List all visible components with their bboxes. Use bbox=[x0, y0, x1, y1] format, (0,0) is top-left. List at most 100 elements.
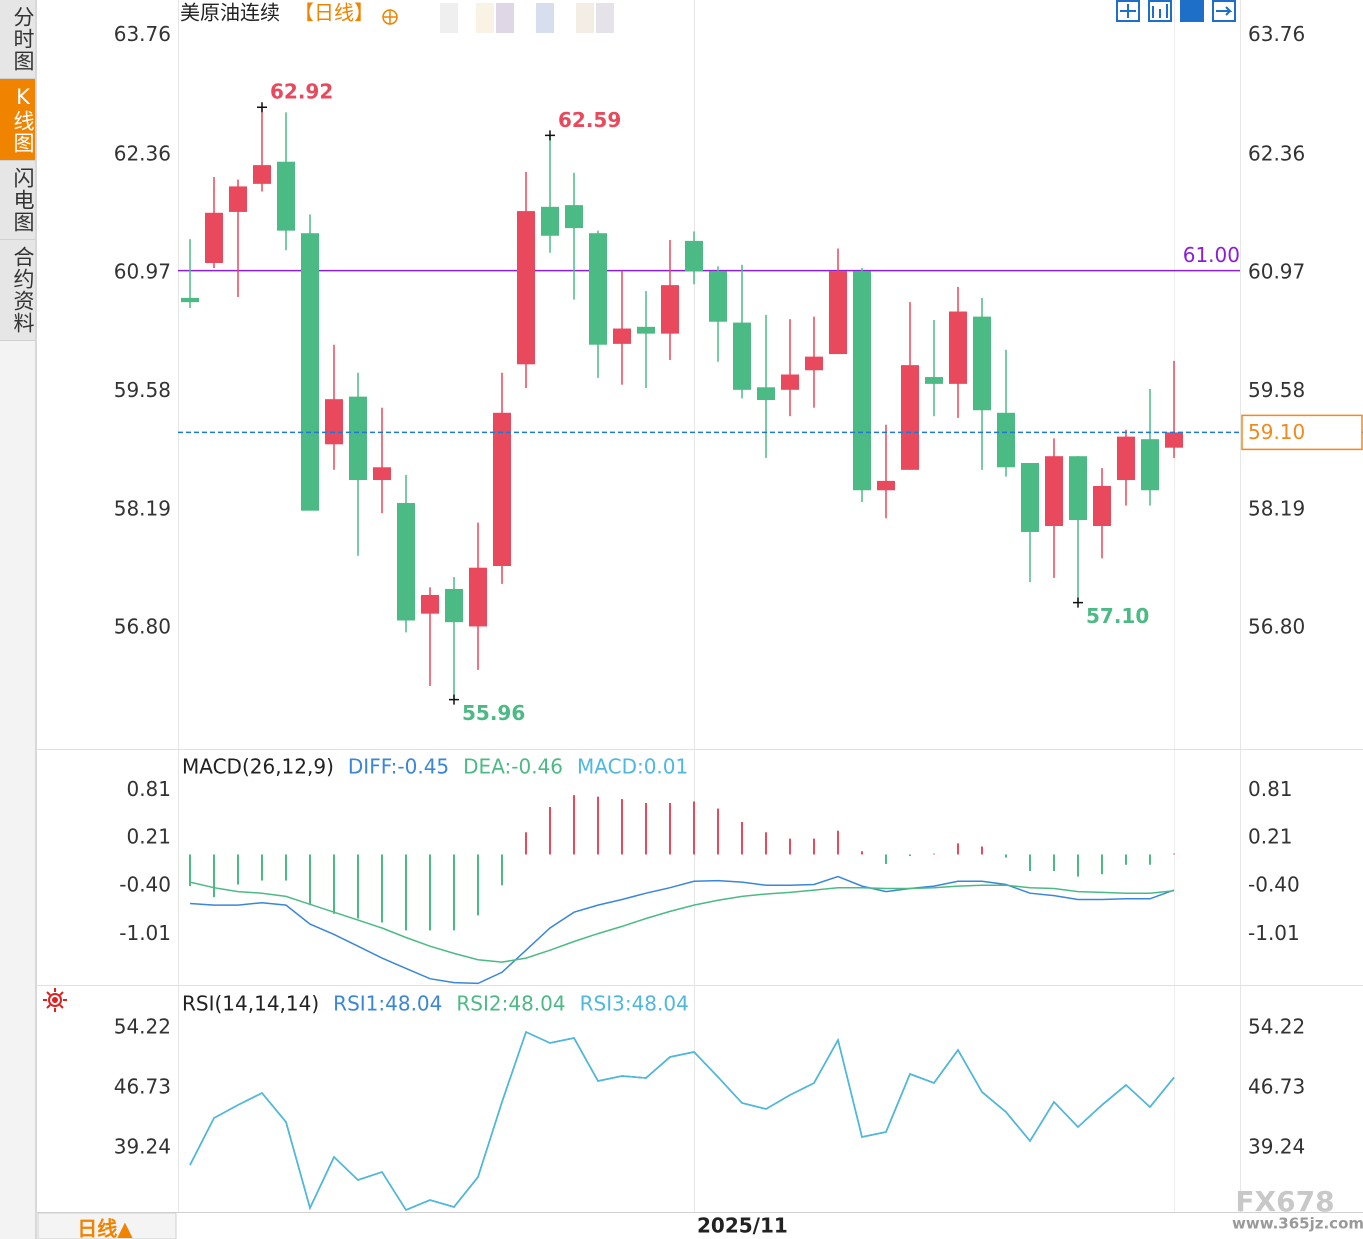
annotation-marker bbox=[545, 130, 555, 141]
candle-body bbox=[181, 297, 199, 303]
sidebar-tab[interactable]: 分时图 bbox=[0, 0, 35, 79]
reference-line-label: 61.00 bbox=[1183, 243, 1240, 267]
y2-tick-label: 39.24 bbox=[1248, 1134, 1305, 1158]
candle-body bbox=[853, 271, 871, 491]
candle-body bbox=[589, 233, 607, 345]
y2-tick-label: 62.36 bbox=[1248, 141, 1305, 165]
candle-body bbox=[253, 165, 271, 184]
candle-body bbox=[541, 206, 559, 236]
candle-body bbox=[997, 412, 1015, 468]
annotation-label: 57.10 bbox=[1086, 604, 1149, 628]
candle-body bbox=[1021, 463, 1039, 532]
annotation-marker bbox=[257, 102, 267, 113]
last-price-box bbox=[1241, 414, 1363, 451]
candle-body bbox=[733, 322, 751, 390]
y-tick-label: -0.40 bbox=[119, 873, 171, 897]
legend-entry: 【日线】 bbox=[294, 1, 374, 25]
sidebar-tab[interactable]: 合约资料 bbox=[0, 240, 35, 341]
legend-entry: MACD(26,12,9) bbox=[182, 755, 334, 779]
candle-body bbox=[205, 212, 223, 264]
candle-body bbox=[445, 588, 463, 623]
annotation-label: 62.59 bbox=[558, 108, 621, 132]
favorite-icon bbox=[383, 10, 397, 24]
annotation-label: 62.92 bbox=[270, 80, 333, 104]
candle-body bbox=[685, 240, 703, 272]
y-tick-label: 62.36 bbox=[114, 141, 171, 165]
annotation-marker bbox=[449, 694, 459, 705]
last-price-label: 59.10 bbox=[1248, 420, 1305, 444]
candle-body bbox=[805, 356, 823, 371]
legend-entry: RSI3:48.04 bbox=[580, 992, 689, 1016]
candle-body bbox=[829, 271, 847, 355]
y-tick-label: 60.97 bbox=[114, 260, 171, 284]
watermark-brand: FX678 bbox=[1235, 1185, 1334, 1218]
x-tick-label: 2025/11 bbox=[697, 1214, 788, 1238]
candle-body bbox=[421, 594, 439, 614]
candle-body bbox=[1117, 436, 1135, 481]
legend-entry: 美原油连续 bbox=[180, 1, 280, 25]
y-tick-label: 0.81 bbox=[126, 777, 171, 801]
candle-body bbox=[901, 365, 919, 470]
legend-entry: RSI1:48.04 bbox=[333, 992, 442, 1016]
candle-body bbox=[925, 377, 943, 384]
y-tick-label: 58.19 bbox=[114, 496, 171, 520]
y-tick-label: 59.58 bbox=[114, 378, 171, 402]
y-tick-label: 39.24 bbox=[114, 1134, 171, 1158]
blurred-icons bbox=[440, 3, 614, 33]
y2-tick-label: -0.40 bbox=[1248, 873, 1300, 897]
toolbar[interactable] bbox=[1116, 0, 1236, 22]
y-tick-label: 54.22 bbox=[114, 1014, 171, 1038]
candle-body bbox=[229, 186, 247, 212]
candle-body bbox=[709, 271, 727, 322]
candle-body bbox=[781, 374, 799, 390]
y-tick-label: -1.01 bbox=[119, 921, 171, 945]
y2-tick-label: -1.01 bbox=[1248, 921, 1300, 945]
candle-body bbox=[493, 412, 511, 567]
series-line bbox=[189, 875, 1175, 985]
y2-tick-label: 46.73 bbox=[1248, 1074, 1305, 1098]
series-line bbox=[189, 881, 1175, 963]
candle-body bbox=[349, 396, 367, 481]
candle-body bbox=[1069, 456, 1087, 521]
candle-body bbox=[877, 480, 895, 491]
legend-entry: DIFF:-0.45 bbox=[348, 755, 449, 779]
candle-body bbox=[973, 316, 991, 411]
y2-tick-label: 0.21 bbox=[1248, 824, 1293, 848]
legend-entry: MACD:0.01 bbox=[577, 755, 688, 779]
y-tick-label: 46.73 bbox=[114, 1074, 171, 1098]
annotation-marker bbox=[1073, 597, 1083, 608]
series-line bbox=[189, 1030, 1175, 1211]
period-button[interactable] bbox=[37, 1212, 177, 1239]
indicator-icon[interactable] bbox=[43, 988, 67, 1012]
candle-body bbox=[301, 233, 319, 511]
candle-body bbox=[1141, 439, 1159, 491]
sidebar-tab[interactable]: K线图 bbox=[0, 79, 35, 161]
candle-body bbox=[757, 387, 775, 401]
candle-body bbox=[373, 467, 391, 481]
legend-entry: RSI2:48.04 bbox=[456, 992, 565, 1016]
y-tick-label: 0.21 bbox=[126, 824, 171, 848]
series-line bbox=[189, 1030, 1175, 1211]
candle-body bbox=[517, 211, 535, 365]
y2-tick-label: 60.97 bbox=[1248, 260, 1305, 284]
candle-body bbox=[1093, 485, 1111, 527]
watermark-site: www.365jz.com bbox=[1232, 1215, 1363, 1233]
candle-body bbox=[325, 399, 343, 445]
candle-body bbox=[1165, 432, 1183, 448]
annotation-label: 55.96 bbox=[462, 701, 525, 725]
period-button-label[interactable]: 日线▲ bbox=[77, 1217, 133, 1239]
y-tick-label: 63.76 bbox=[114, 22, 171, 46]
legend-entry: RSI(14,14,14) bbox=[182, 992, 319, 1016]
sidebar-tab[interactable]: 闪电图 bbox=[0, 161, 35, 240]
y2-tick-label: 63.76 bbox=[1248, 22, 1305, 46]
candle-body bbox=[469, 567, 487, 627]
y2-tick-label: 59.58 bbox=[1248, 378, 1305, 402]
candle-body bbox=[661, 285, 679, 334]
y2-tick-label: 54.22 bbox=[1248, 1014, 1305, 1038]
candle-body bbox=[637, 326, 655, 334]
candle-body bbox=[613, 328, 631, 344]
y2-tick-label: 0.81 bbox=[1248, 777, 1293, 801]
y2-tick-label: 58.19 bbox=[1248, 496, 1305, 520]
